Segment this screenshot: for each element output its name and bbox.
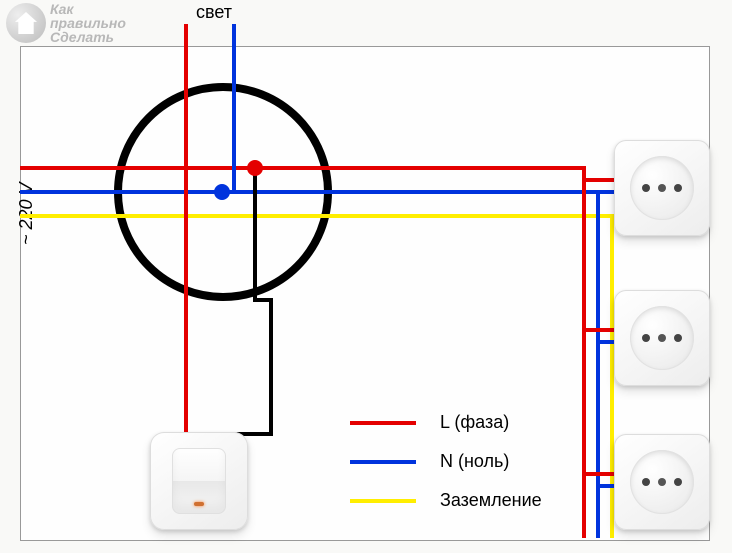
wire-PE-main-h (20, 214, 614, 218)
watermark-logo: Как правильно Сделать (6, 2, 126, 44)
switch-indicator-led (194, 502, 204, 506)
legend-row-N: N (ноль) (350, 451, 542, 472)
socket-face (630, 306, 694, 370)
junction-node-N (214, 184, 230, 200)
power-socket-2 (614, 290, 710, 386)
tap-s3-L (582, 472, 618, 476)
watermark-text: Как правильно Сделать (50, 2, 126, 44)
legend-row-L: L (фаза) (350, 412, 542, 433)
wiring-diagram: Как правильно Сделать свет ~ 220 V (0, 0, 732, 553)
legend-swatch-N (350, 460, 416, 464)
wire-L-main-h (20, 166, 586, 170)
tap-s1-L (582, 178, 618, 182)
legend-swatch-PE (350, 499, 416, 503)
socket-ground-pin (658, 478, 666, 486)
wire-L-svet-v (184, 24, 188, 170)
switch-plate (150, 432, 248, 530)
wire-L-to-switch (184, 166, 188, 436)
light-switch (150, 432, 248, 530)
label-svet: свет (196, 2, 232, 23)
legend-label-PE: Заземление (440, 490, 542, 511)
socket-face (630, 450, 694, 514)
legend: L (фаза) N (ноль) Заземление (350, 412, 542, 529)
legend-row-PE: Заземление (350, 490, 542, 511)
wire-switch-black-v1 (253, 170, 257, 302)
power-socket-1 (614, 140, 710, 236)
socket-hole-l (642, 334, 650, 342)
socket-face (630, 156, 694, 220)
legend-swatch-L (350, 421, 416, 425)
socket-ground-pin (658, 184, 666, 192)
power-socket-3 (614, 434, 710, 530)
house-icon (6, 3, 46, 43)
socket-hole-l (642, 478, 650, 486)
socket-hole-r (674, 184, 682, 192)
wire-N-main-h (20, 190, 600, 194)
watermark-line3: Сделать (50, 29, 114, 45)
junction-node-L (247, 160, 263, 176)
socket-ground-pin (658, 334, 666, 342)
socket-hole-r (674, 334, 682, 342)
switch-rocker (172, 448, 226, 514)
wire-L-bus-v (582, 166, 586, 538)
wire-switch-black-v2 (269, 298, 273, 436)
legend-label-L: L (фаза) (440, 412, 509, 433)
socket-hole-l (642, 184, 650, 192)
tap-s2-L (582, 328, 618, 332)
legend-label-N: N (ноль) (440, 451, 509, 472)
wire-N-svet-v (232, 24, 236, 194)
socket-hole-r (674, 478, 682, 486)
